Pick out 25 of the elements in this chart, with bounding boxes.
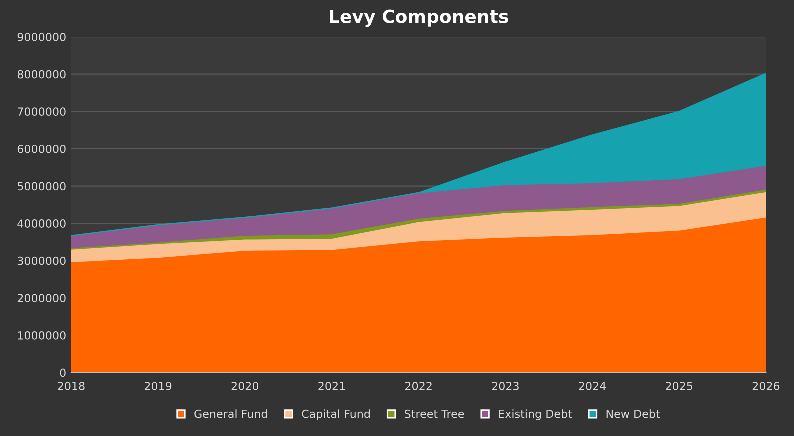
x-tick-label: 2022 bbox=[406, 382, 432, 390]
x-tick-label: 2026 bbox=[752, 382, 780, 390]
x-tick-label: 2025 bbox=[666, 382, 693, 390]
y-tick-label: 8000000 bbox=[18, 70, 66, 79]
y-tick-label: 9000000 bbox=[18, 33, 66, 42]
chart-title: Levy Components bbox=[330, 10, 508, 28]
x-tick-label: 2021 bbox=[318, 382, 346, 390]
y-tick-label: 7000000 bbox=[18, 108, 66, 116]
x-tick-label: 2023 bbox=[492, 382, 519, 390]
legend-label: General Fund bbox=[194, 410, 268, 418]
x-tick-label: 2024 bbox=[579, 382, 606, 390]
y-tick-label: 4000000 bbox=[18, 220, 66, 228]
x-tick-label: 2018 bbox=[58, 382, 85, 390]
y-tick-label: 5000000 bbox=[18, 182, 66, 191]
legend-label: Existing Debt bbox=[499, 410, 572, 420]
x-tick-label: 2019 bbox=[144, 382, 172, 390]
y-tick-label: 3000000 bbox=[18, 256, 66, 266]
legend-label: New Debt bbox=[606, 410, 660, 418]
y-tick-label: 1000000 bbox=[18, 331, 66, 340]
y-tick-label: 0 bbox=[60, 368, 66, 378]
legend-label: Street Tree bbox=[405, 410, 464, 418]
x-tick-label: 2020 bbox=[232, 382, 259, 390]
legend-label: Capital Fund bbox=[302, 410, 370, 420]
y-tick-label: 6000000 bbox=[18, 144, 66, 154]
y-tick-label: 2000000 bbox=[18, 294, 66, 303]
